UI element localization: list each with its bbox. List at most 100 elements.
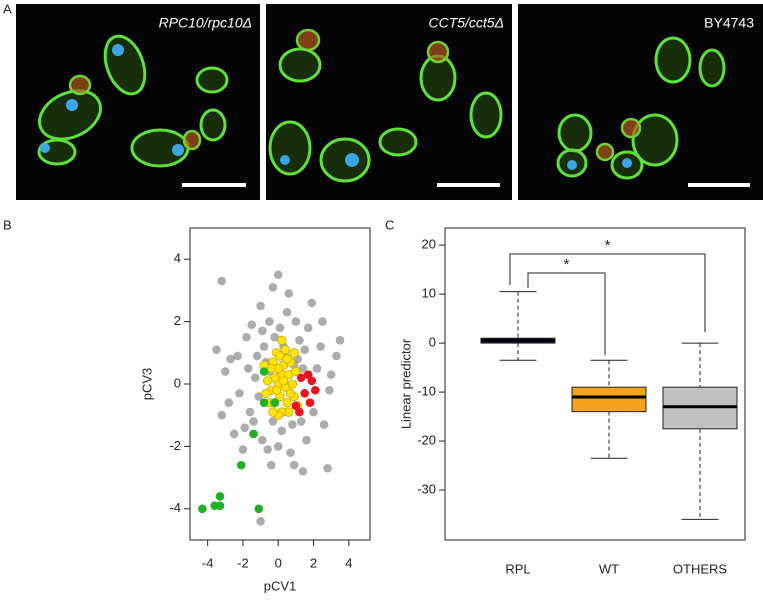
point	[282, 307, 292, 317]
point	[332, 351, 341, 361]
point	[259, 398, 269, 408]
point	[235, 389, 244, 398]
point	[198, 504, 207, 514]
point	[295, 336, 304, 345]
point	[250, 373, 260, 383]
point	[291, 317, 301, 326]
point	[305, 398, 315, 408]
point	[318, 317, 327, 326]
micrograph: BY4743	[518, 4, 763, 200]
point	[265, 317, 274, 326]
point	[254, 392, 264, 401]
point	[289, 348, 299, 358]
point	[316, 342, 325, 351]
point	[215, 501, 225, 510]
point	[298, 364, 308, 373]
point	[287, 379, 298, 389]
point	[263, 445, 272, 454]
significance-bracket	[527, 272, 606, 355]
point	[288, 420, 297, 429]
point	[256, 301, 265, 311]
point	[259, 367, 269, 376]
point	[277, 335, 287, 345]
point	[291, 401, 301, 411]
point	[277, 426, 287, 436]
point	[270, 398, 280, 408]
point	[335, 336, 345, 345]
point	[284, 407, 294, 417]
point	[307, 376, 317, 386]
point	[303, 370, 313, 379]
point	[273, 442, 283, 451]
point	[258, 435, 267, 445]
x-axis-label: pCV1	[264, 578, 297, 593]
significance-label: *	[605, 237, 611, 254]
y-tick-label: 2	[174, 313, 181, 328]
x-tick-label: 4	[345, 555, 352, 570]
y-tick-label: 10	[422, 286, 436, 301]
y-tick-label: 0	[174, 375, 181, 390]
point	[278, 376, 289, 386]
point	[285, 388, 296, 399]
point	[261, 388, 271, 399]
point	[273, 270, 283, 280]
micrograph: CCT5/cct5Δ	[266, 4, 512, 200]
point	[212, 345, 221, 354]
point	[259, 342, 269, 351]
point	[295, 407, 304, 417]
point	[266, 460, 276, 470]
point	[254, 504, 264, 514]
point	[309, 407, 318, 417]
point	[300, 345, 310, 354]
point	[275, 323, 285, 333]
x-tick-label: 0	[275, 555, 282, 570]
point	[249, 417, 258, 426]
y-tick-label: -2	[169, 438, 181, 453]
point	[270, 332, 280, 342]
point	[296, 373, 306, 383]
y-tick-label: -10	[417, 384, 436, 399]
point	[280, 345, 290, 355]
point	[282, 398, 292, 408]
point	[312, 364, 322, 373]
point	[249, 429, 258, 439]
x-tick-label: RPL	[505, 561, 530, 576]
point	[245, 407, 255, 417]
point	[282, 354, 292, 364]
y-tick-label: -30	[417, 481, 436, 496]
y-tick-label: 20	[422, 237, 436, 252]
micrograph: RPC10/rpc10Δ	[16, 4, 260, 200]
plot-frame	[444, 227, 746, 541]
point	[226, 354, 235, 364]
x-tick-label: WT	[599, 561, 619, 576]
y-tick-label: -20	[417, 432, 436, 447]
point	[296, 417, 306, 426]
image-caption: BY4743	[704, 15, 754, 31]
point	[217, 410, 227, 420]
x-tick-label: -2	[237, 555, 249, 570]
point	[256, 516, 265, 526]
point	[233, 351, 242, 361]
point	[252, 351, 262, 361]
point	[298, 467, 308, 476]
point	[217, 276, 227, 286]
point	[289, 460, 299, 470]
point	[271, 385, 282, 395]
point	[323, 463, 332, 473]
y-tick-label: 4	[174, 251, 181, 266]
point	[325, 385, 334, 395]
panel-label: B	[3, 217, 12, 232]
x-tick-label: -4	[202, 555, 214, 570]
x-tick-label: 2	[310, 555, 317, 570]
point	[286, 448, 295, 457]
image-caption: CCT5/cct5Δ	[428, 15, 504, 31]
point	[243, 364, 253, 373]
point	[247, 320, 257, 330]
significance-bracket	[509, 253, 706, 332]
panel-label: C	[385, 217, 394, 232]
y-axis-label: Linear predictor	[398, 338, 413, 429]
point	[291, 366, 301, 377]
y-tick-label: -4	[169, 500, 181, 515]
image-caption: RPC10/rpc10Δ	[159, 15, 252, 31]
